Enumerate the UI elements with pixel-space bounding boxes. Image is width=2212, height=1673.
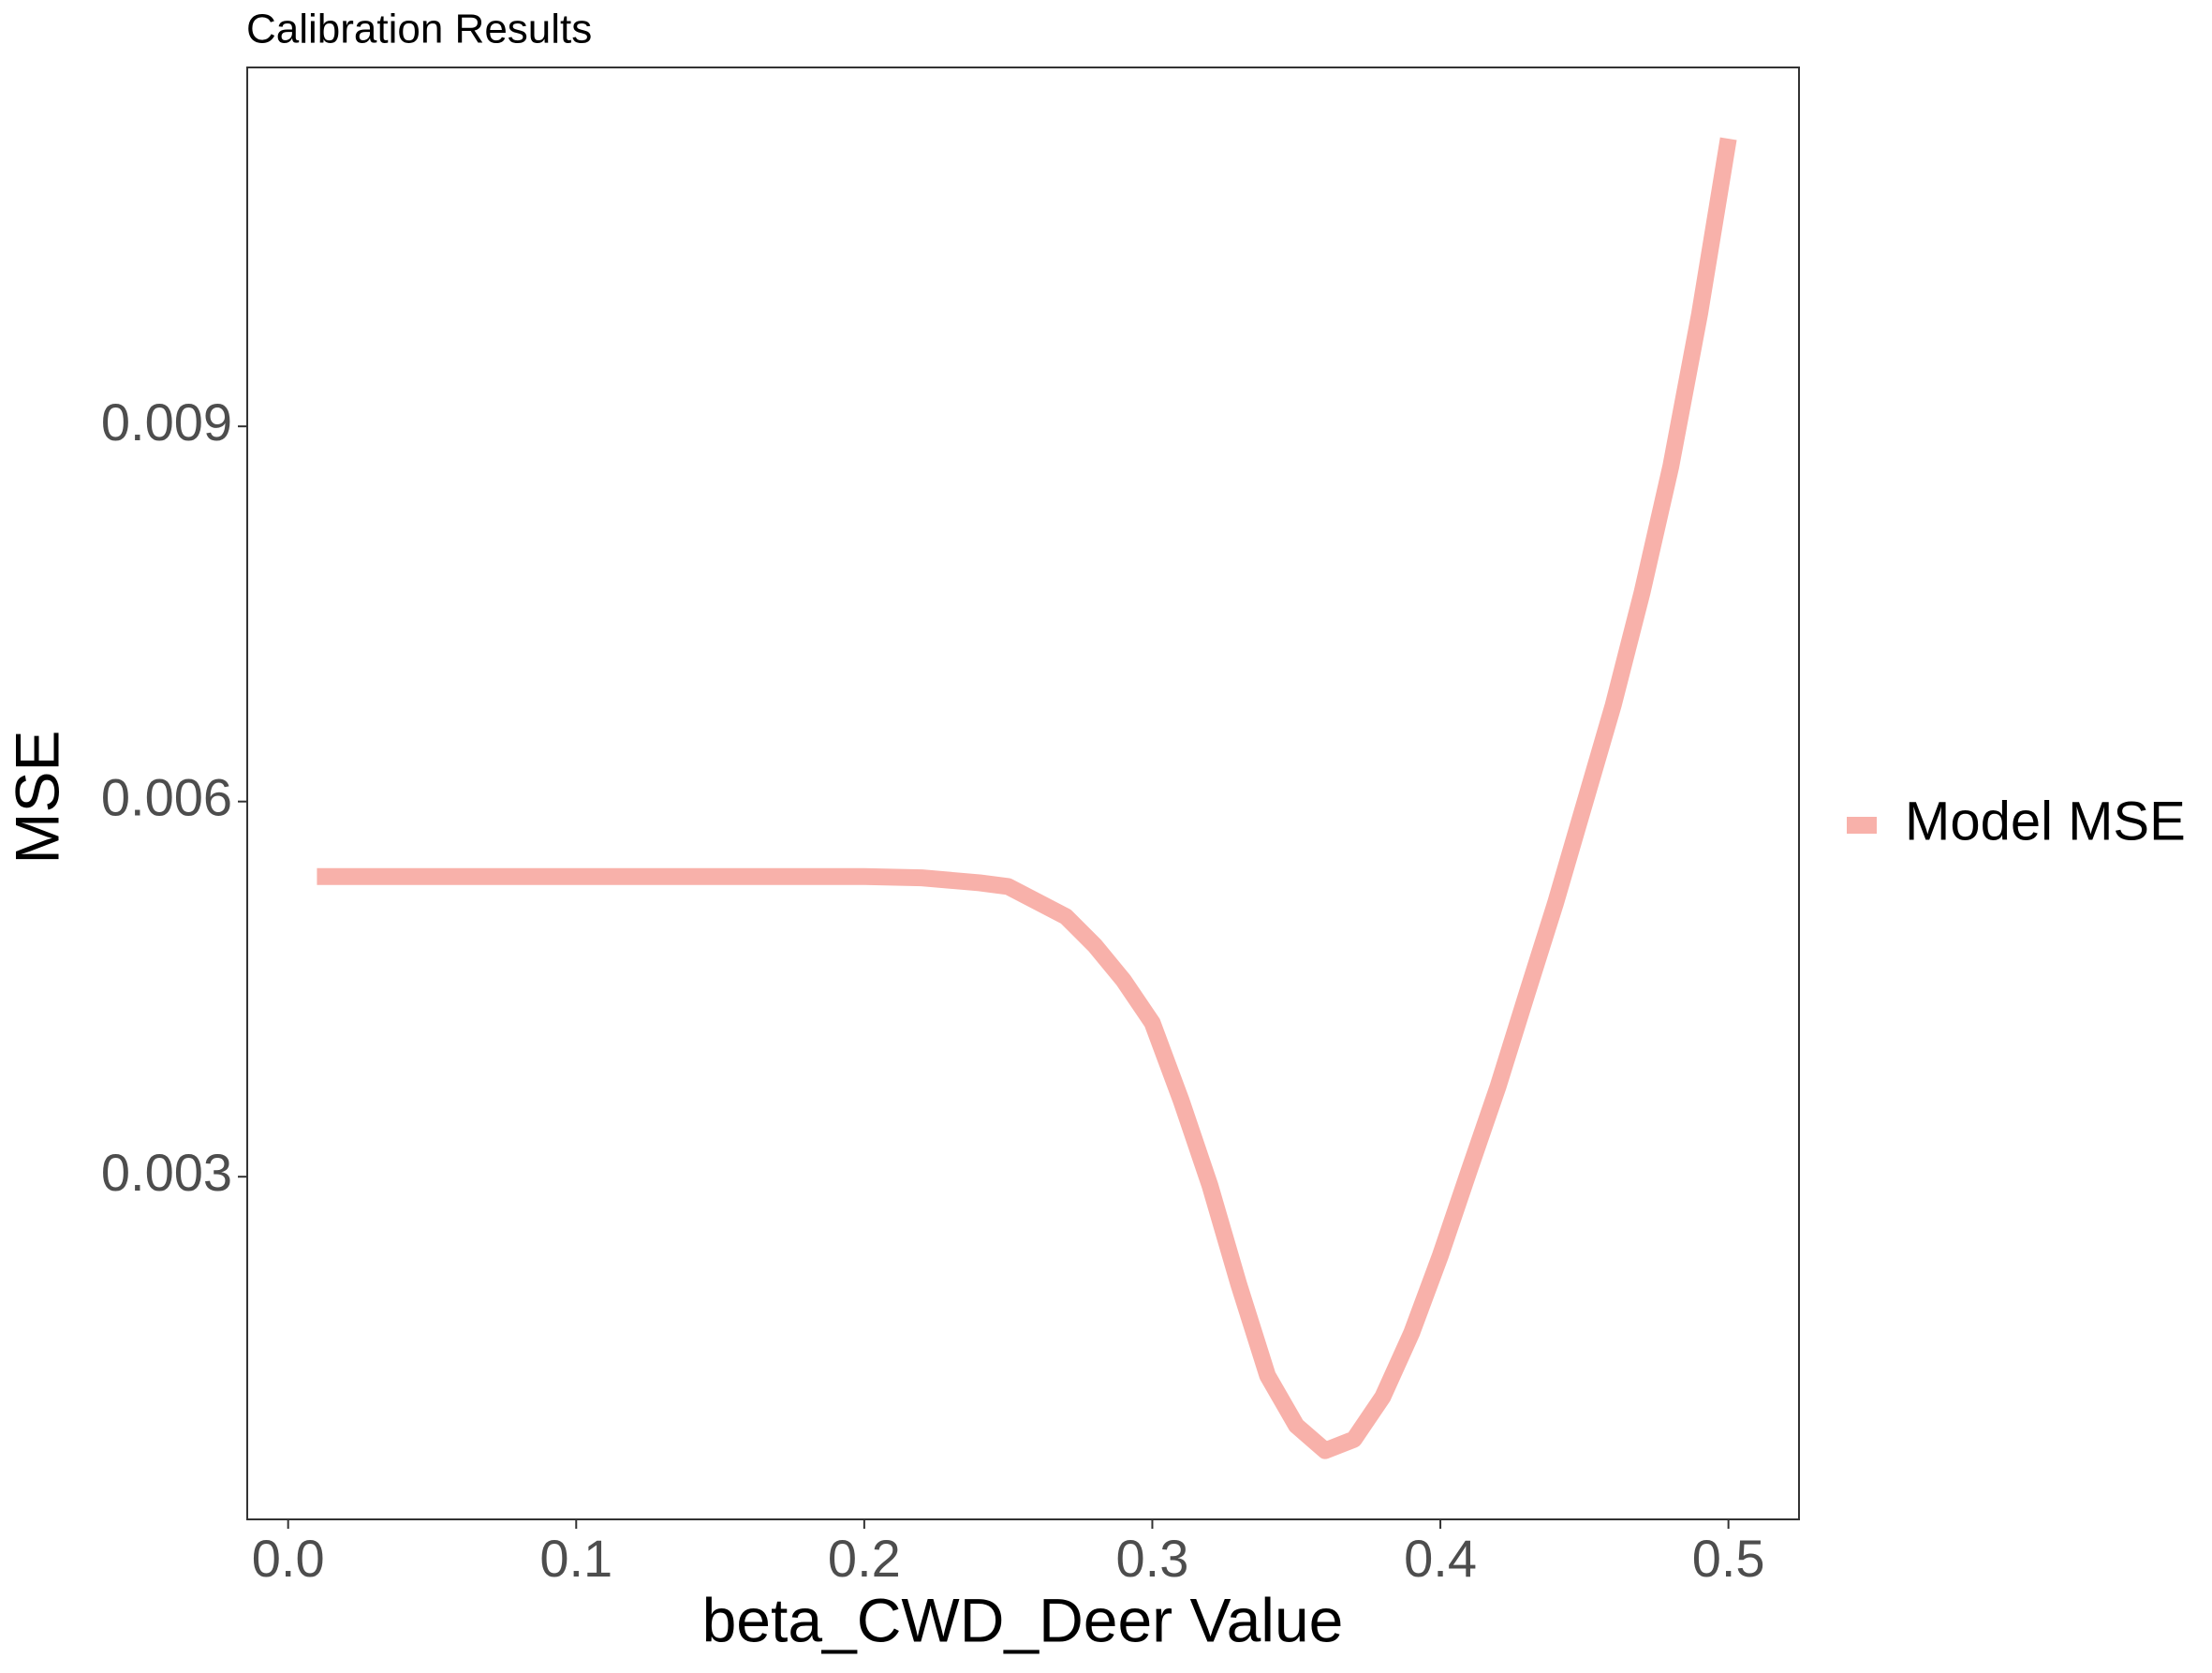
x-tick-label: 0.1 (539, 1529, 612, 1588)
x-tick-label: 0.2 (828, 1529, 901, 1588)
x-tick-label: 0.0 (252, 1529, 325, 1588)
x-tick-label: 0.5 (1692, 1529, 1765, 1588)
y-axis-title: MSE (2, 730, 71, 864)
y-tick-label: 0.009 (101, 392, 232, 452)
y-tick-label: 0.003 (101, 1143, 232, 1202)
x-axis-title: beta_CWD_Deer Value (702, 1585, 1344, 1654)
legend-label: Model MSE (1905, 791, 2186, 851)
x-tick-label: 0.4 (1404, 1529, 1477, 1588)
y-tick-label: 0.006 (101, 767, 232, 826)
data-line (317, 137, 1737, 1459)
x-tick-label: 0.3 (1116, 1529, 1189, 1588)
chart-title: Calibration Results (246, 7, 592, 52)
plot-border (246, 67, 1800, 1520)
